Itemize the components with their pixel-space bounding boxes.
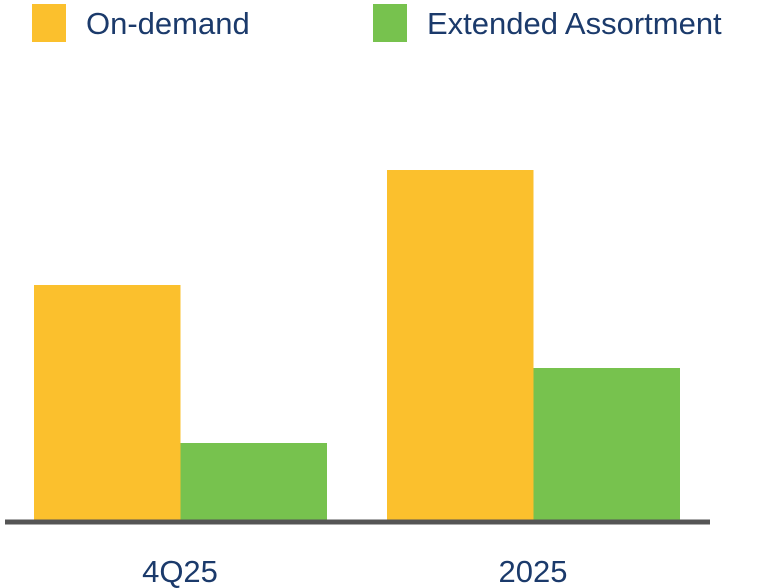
bar-4q25-on-demand [34, 285, 181, 520]
x-tick-label-2025: 2025 [499, 554, 568, 588]
bars [34, 170, 680, 520]
x-axis-tick-labels: 4Q25 2025 [142, 554, 567, 588]
bar-2025-on-demand [387, 170, 534, 520]
legend-label-on-demand: On-demand [86, 6, 250, 41]
legend-label-extended-assortment: Extended Assortment [427, 6, 722, 41]
x-tick-label-4q25: 4Q25 [142, 554, 218, 588]
bar-4q25-extended-assortment [180, 443, 327, 520]
legend-swatch-extended-assortment [373, 4, 407, 42]
bar-2025-extended-assortment [533, 368, 680, 520]
legend-swatch-on-demand [32, 4, 66, 42]
legend: On-demand Extended Assortment [32, 4, 722, 42]
